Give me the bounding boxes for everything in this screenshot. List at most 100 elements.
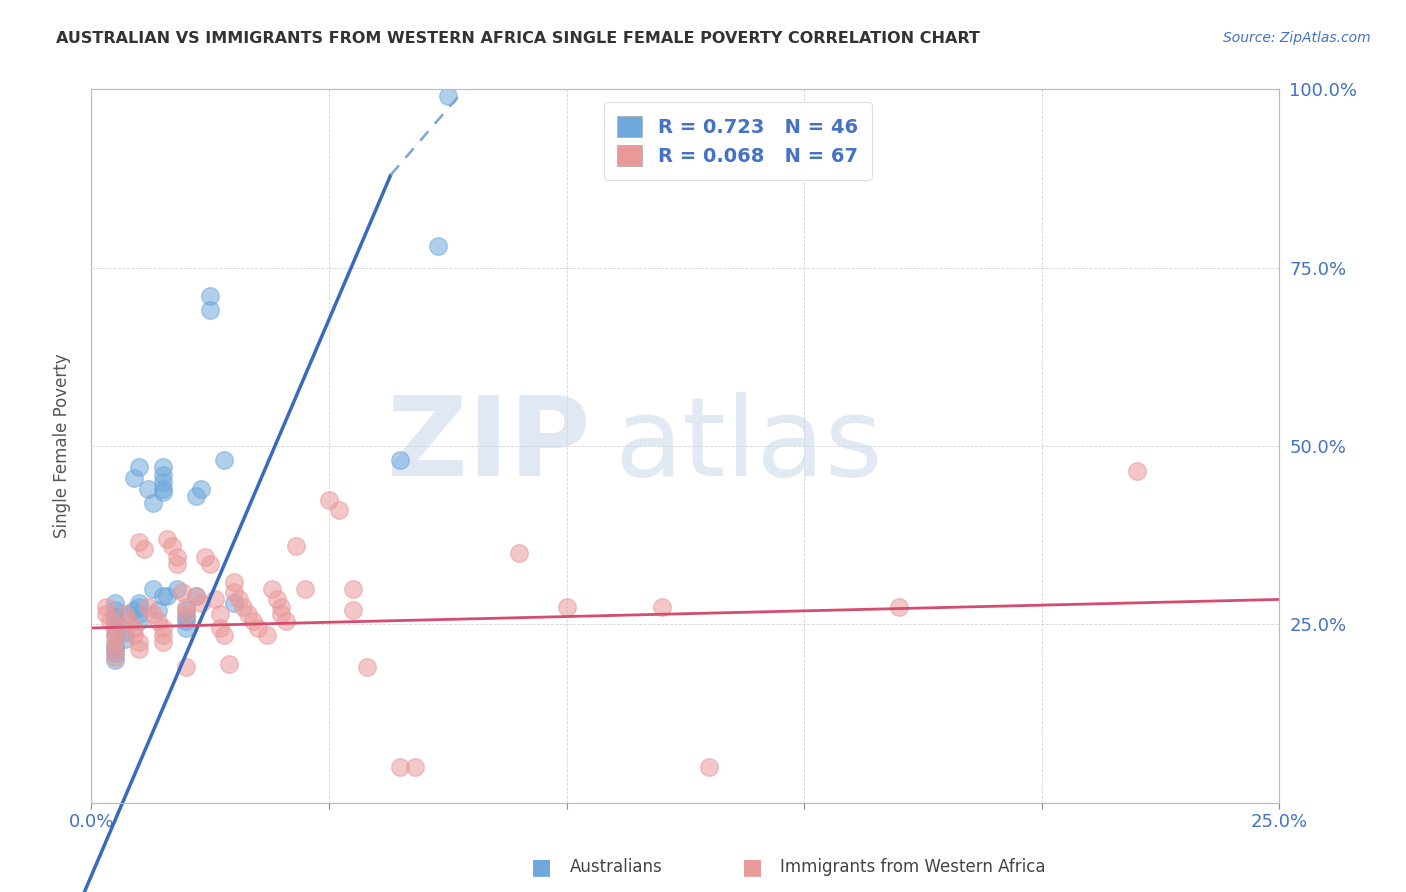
Point <box>138 599 160 614</box>
Point <box>166 557 188 571</box>
Point <box>214 628 236 642</box>
Point <box>104 628 127 642</box>
Point <box>246 621 269 635</box>
Point <box>114 624 136 639</box>
Point <box>146 603 169 617</box>
Point <box>190 596 212 610</box>
Point <box>242 614 264 628</box>
Point <box>176 599 198 614</box>
Point <box>114 607 136 621</box>
Point <box>389 453 412 467</box>
Point <box>152 589 174 603</box>
Point <box>104 621 127 635</box>
Point <box>128 614 150 628</box>
Point <box>142 496 165 510</box>
Point <box>889 599 911 614</box>
Point <box>142 582 165 596</box>
Text: ■: ■ <box>531 857 551 877</box>
Point <box>176 607 198 621</box>
Point <box>94 599 117 614</box>
Legend: R = 0.723   N = 46, R = 0.068   N = 67: R = 0.723 N = 46, R = 0.068 N = 67 <box>603 103 872 180</box>
Point <box>427 239 450 253</box>
Point <box>104 628 127 642</box>
Point <box>152 621 174 635</box>
Point <box>128 460 150 475</box>
Point <box>128 635 150 649</box>
Point <box>232 599 254 614</box>
Point <box>200 557 222 571</box>
Point <box>356 660 378 674</box>
Point <box>104 642 127 657</box>
Point <box>104 603 127 617</box>
Point <box>204 592 226 607</box>
Point <box>138 482 160 496</box>
Point <box>128 599 150 614</box>
Point <box>152 482 174 496</box>
Point <box>118 607 141 621</box>
Point <box>104 610 127 624</box>
Text: AUSTRALIAN VS IMMIGRANTS FROM WESTERN AFRICA SINGLE FEMALE POVERTY CORRELATION C: AUSTRALIAN VS IMMIGRANTS FROM WESTERN AF… <box>56 31 980 46</box>
Point <box>508 546 530 560</box>
Point <box>104 649 127 664</box>
Point <box>176 621 198 635</box>
Point <box>166 549 188 564</box>
Point <box>94 607 117 621</box>
Point <box>222 596 245 610</box>
Point <box>389 760 412 774</box>
Point <box>222 585 245 599</box>
Point <box>104 635 127 649</box>
Point <box>184 589 207 603</box>
Point <box>256 628 278 642</box>
Point <box>104 646 127 660</box>
Point <box>152 635 174 649</box>
Point <box>276 614 298 628</box>
Point <box>122 603 145 617</box>
Text: Source: ZipAtlas.com: Source: ZipAtlas.com <box>1223 31 1371 45</box>
Point <box>114 632 136 646</box>
Point <box>104 639 127 653</box>
Point <box>104 596 127 610</box>
Point <box>104 653 127 667</box>
Point <box>342 582 364 596</box>
Point <box>436 89 458 103</box>
Point <box>128 607 150 621</box>
Point <box>128 596 150 610</box>
Point <box>697 760 720 774</box>
Point <box>222 574 245 589</box>
Point <box>122 621 145 635</box>
Point <box>404 760 426 774</box>
Point <box>200 303 222 318</box>
Text: Immigrants from Western Africa: Immigrants from Western Africa <box>780 858 1046 876</box>
Point <box>208 607 231 621</box>
Text: ■: ■ <box>742 857 762 877</box>
Point <box>294 582 316 596</box>
Point <box>184 589 207 603</box>
Point <box>270 599 292 614</box>
Point <box>190 482 212 496</box>
Point <box>166 582 188 596</box>
Point <box>122 628 145 642</box>
Point <box>128 535 150 549</box>
Point <box>284 539 307 553</box>
Point <box>132 542 155 557</box>
Point <box>1126 464 1149 478</box>
Point <box>555 599 578 614</box>
Point <box>118 614 141 628</box>
Point <box>176 603 198 617</box>
Point <box>152 460 174 475</box>
Point <box>170 585 193 599</box>
Point <box>146 614 169 628</box>
Point <box>104 621 127 635</box>
Point <box>176 660 198 674</box>
Point <box>238 607 260 621</box>
Point <box>152 467 174 482</box>
Point <box>122 471 145 485</box>
Point <box>200 289 222 303</box>
Point <box>156 589 179 603</box>
Point <box>100 614 122 628</box>
Point <box>156 532 179 546</box>
Point <box>160 539 183 553</box>
Point <box>651 599 673 614</box>
Point <box>214 453 236 467</box>
Point <box>104 642 127 657</box>
